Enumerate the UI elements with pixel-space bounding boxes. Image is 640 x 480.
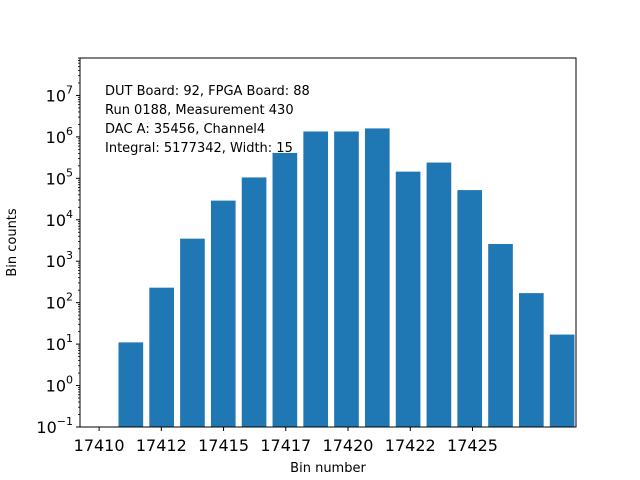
bar	[395, 171, 421, 427]
x-axis-label: Bin number	[290, 461, 366, 476]
x-tick-label: 17422	[385, 436, 436, 455]
bar	[210, 200, 236, 427]
x-tick-label: 17410	[74, 436, 125, 455]
y-tick-label: 104	[46, 208, 73, 230]
annotation-line: DAC A: 35456, Channel4	[105, 122, 265, 137]
bar	[426, 162, 452, 427]
y-tick-label: 105	[46, 166, 73, 188]
annotation-line: Integral: 5177342, Width: 15	[105, 141, 293, 156]
bar	[180, 238, 205, 427]
x-tick-label: 17420	[323, 436, 374, 455]
bar	[303, 131, 328, 427]
bar	[457, 190, 483, 427]
bars-group	[118, 128, 575, 427]
y-tick-label: 106	[46, 125, 73, 147]
y-tick-label: 107	[46, 83, 73, 105]
bar	[519, 293, 544, 427]
annotation-line: DUT Board: 92, FPGA Board: 88	[105, 84, 310, 99]
bar	[241, 177, 267, 427]
annotation-line: Run 0188, Measurement 430	[105, 103, 294, 118]
bar	[272, 152, 298, 427]
axis-ticks: 17410 17412 17415 17417 17420 17422 17425 10−1 1…	[36, 57, 498, 455]
annotation-block: DUT Board: 92, FPGA Board: 88 Run 0188, M…	[105, 84, 310, 156]
bar	[334, 131, 359, 427]
y-axis-label: Bin counts	[5, 208, 20, 277]
bar	[488, 244, 513, 427]
y-tick-label: 100	[46, 374, 73, 396]
bar	[149, 287, 174, 427]
y-tick-label: 103	[46, 249, 73, 271]
y-tick-label: 101	[46, 332, 73, 354]
bar	[118, 342, 144, 427]
y-tick-label: 102	[46, 291, 73, 313]
x-tick-label: 17415	[198, 436, 249, 455]
x-tick-label: 17417	[260, 436, 311, 455]
bar	[364, 128, 390, 427]
x-tick-label: 17412	[136, 436, 187, 455]
bar	[549, 334, 575, 427]
x-tick-label: 17425	[447, 436, 498, 455]
plot-frame	[79, 57, 577, 428]
y-tick-label: 10−1	[36, 415, 73, 437]
